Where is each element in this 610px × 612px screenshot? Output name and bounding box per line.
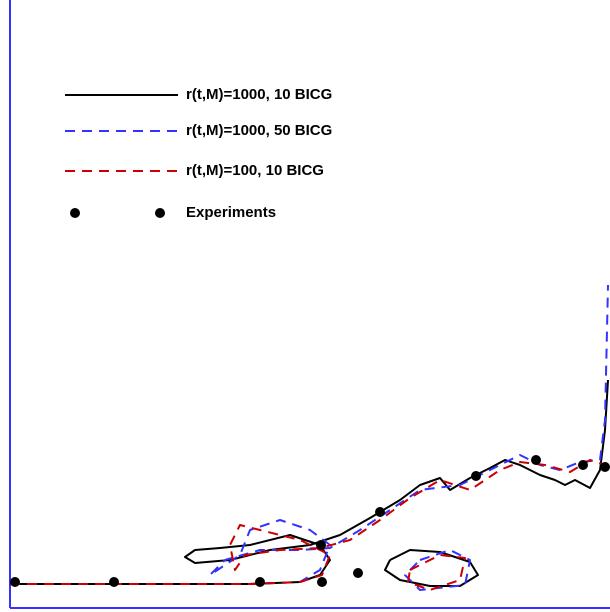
series-line [10, 379, 609, 585]
experiment-point [600, 462, 610, 472]
legend-label: Experiments [186, 204, 276, 221]
experiment-point [317, 577, 327, 587]
legend-marker [70, 208, 80, 218]
experiment-point [375, 507, 385, 517]
experiment-point [10, 577, 20, 587]
experiment-point [531, 455, 541, 465]
series-line [404, 549, 471, 591]
experiment-point [255, 577, 265, 587]
experiment-point [109, 577, 119, 587]
experiment-point [353, 568, 363, 578]
legend-label: r(t,M)=100, 10 BICG [186, 162, 324, 179]
series-line [384, 549, 479, 587]
experiment-point [316, 540, 326, 550]
experiment-point [578, 460, 588, 470]
series-line [407, 554, 466, 591]
legend-marker [155, 208, 165, 218]
experiment-point [471, 471, 481, 481]
series-line [10, 459, 606, 585]
series-line [10, 284, 609, 585]
legend-label: r(t,M)=1000, 10 BICG [186, 86, 332, 103]
legend-label: r(t,M)=1000, 50 BICG [186, 122, 332, 139]
